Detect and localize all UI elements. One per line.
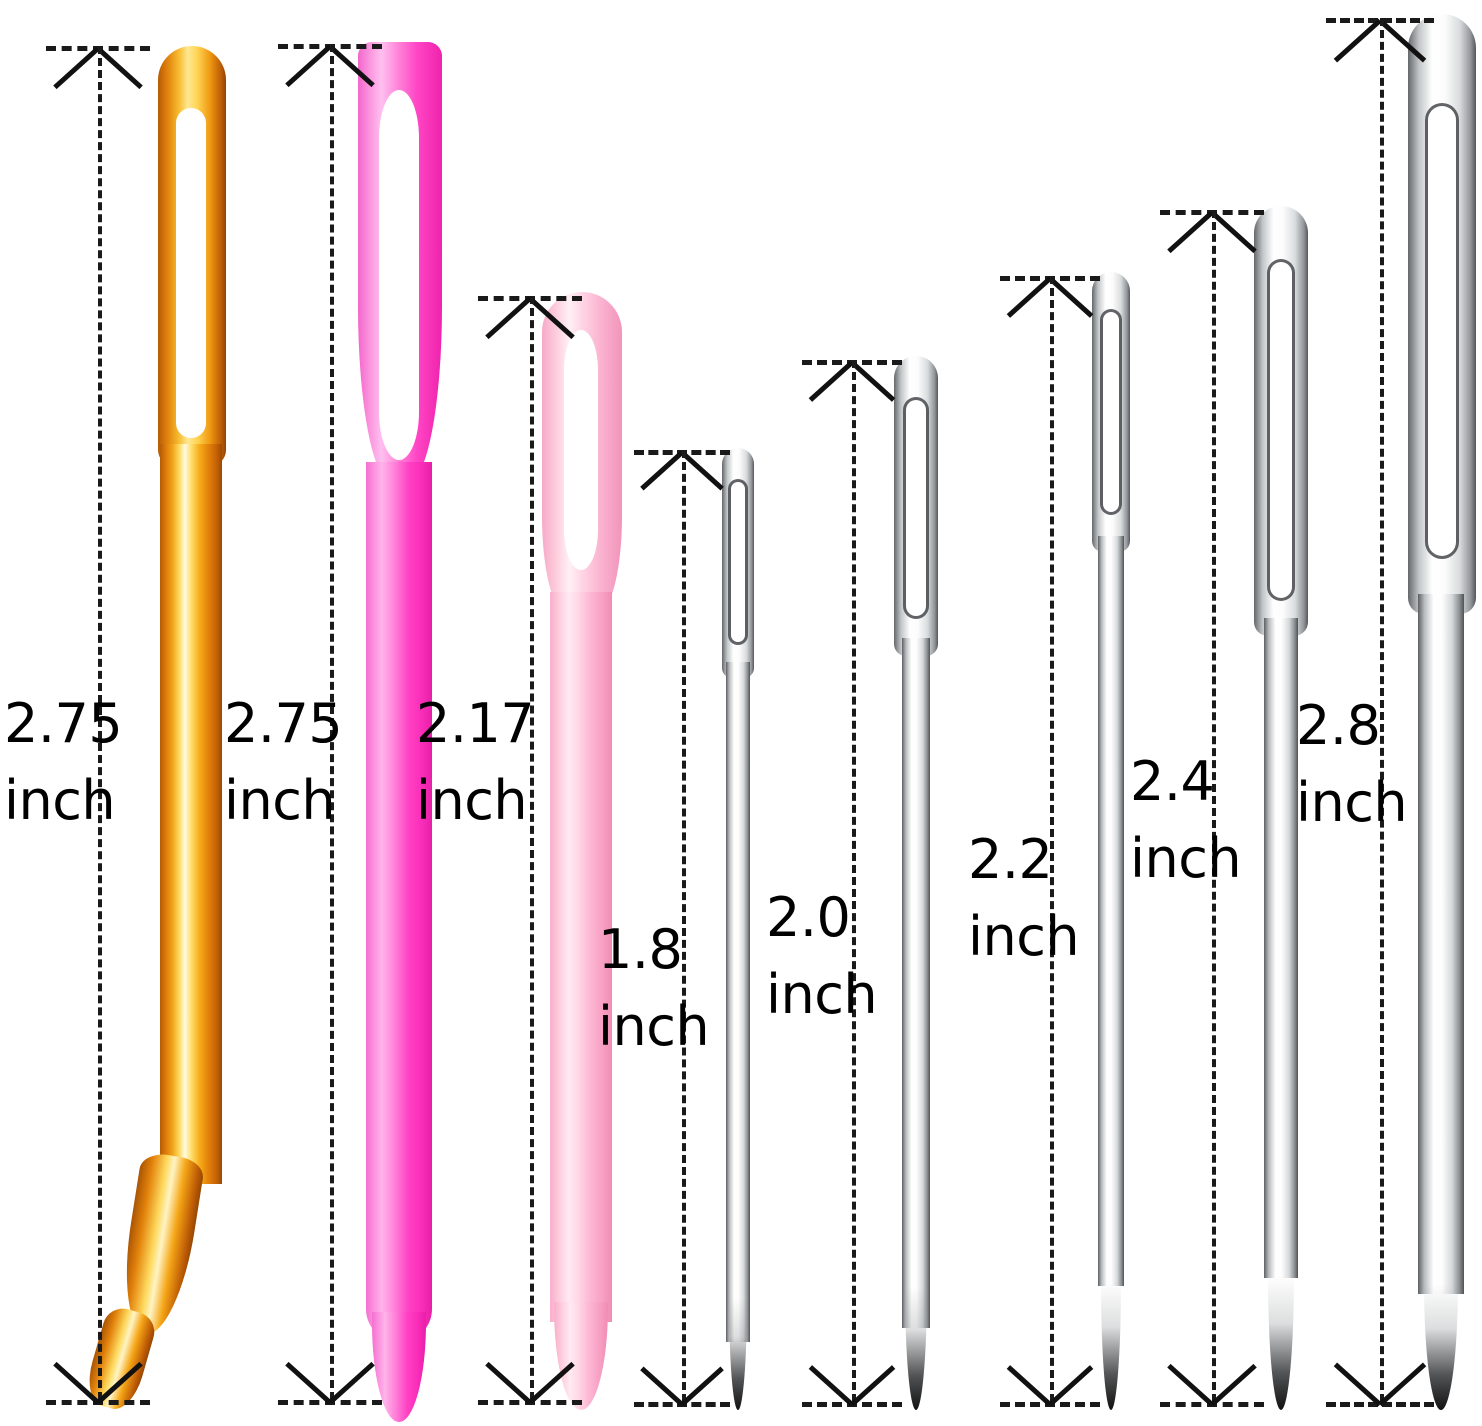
dimension-unit: inch <box>968 904 1080 968</box>
needle-shaft <box>1098 536 1124 1286</box>
dimension-value: 2.0 <box>766 886 851 949</box>
arrowhead-down-left <box>1167 1363 1214 1407</box>
dimension-label-7: 2.4 inch <box>1130 744 1242 897</box>
dimension-value: 2.75 <box>224 692 343 755</box>
needle-point <box>554 1302 608 1410</box>
dimension-guide-line <box>682 450 686 1402</box>
needle-eye <box>379 90 419 460</box>
dimension-value: 2.17 <box>416 692 535 755</box>
dimension-label-6: 2.2 inch <box>968 822 1080 975</box>
arrowhead-up-left <box>1006 276 1052 318</box>
needle-eye <box>176 108 206 438</box>
steel-needle-3 <box>1086 272 1136 1410</box>
dimension-guide-line <box>1380 18 1384 1402</box>
dimension-bottom-bar <box>1160 1402 1264 1407</box>
needle-point <box>1101 1282 1121 1410</box>
arrowhead-up-left <box>640 450 684 491</box>
dimension-label-3: 2.17 inch <box>416 686 535 839</box>
needle-point <box>1424 1284 1458 1410</box>
dimension-bottom-bar <box>478 1400 582 1405</box>
steel-needle-2 <box>888 356 944 1410</box>
arrowhead-down-left <box>1333 1362 1382 1407</box>
needle-shaft <box>550 592 612 1322</box>
dimension-guide-line <box>330 44 334 1400</box>
dimension-unit: inch <box>1130 826 1242 890</box>
dimension-value: 2.8 <box>1296 694 1381 757</box>
dimension-unit: inch <box>4 768 116 832</box>
arrowhead-up-left <box>1333 18 1382 63</box>
arrowhead-up-left <box>1167 210 1214 254</box>
needle-point <box>1268 1276 1294 1410</box>
steel-needle-1 <box>716 448 760 1410</box>
dimension-unit: inch <box>766 962 878 1026</box>
arrowhead-up-left <box>485 296 532 340</box>
steel-needle-5 <box>1404 14 1482 1410</box>
dimension-guide-line <box>98 46 102 1400</box>
needle-shaft <box>366 462 432 1342</box>
dimension-unit: inch <box>1296 770 1408 834</box>
dimension-unit: inch <box>416 768 528 832</box>
needle-eye <box>1428 106 1456 556</box>
dimension-value: 2.75 <box>4 692 123 755</box>
hot-pink-plastic-needle <box>352 42 448 1422</box>
dimension-bottom-bar <box>1326 1402 1434 1407</box>
dimension-value: 2.4 <box>1130 750 1215 813</box>
dimension-unit: inch <box>598 994 710 1058</box>
dimension-bottom-bar <box>1000 1402 1100 1407</box>
steel-needle-4 <box>1248 206 1314 1410</box>
needle-shaft <box>1418 594 1464 1294</box>
gold-bent-tapestry-needle <box>81 46 236 1415</box>
dimension-label-4: 1.8 inch <box>598 912 710 1065</box>
dimension-label-1: 2.75 inch <box>4 686 123 839</box>
dimension-bottom-bar <box>802 1402 902 1407</box>
arrowhead-up-right <box>96 46 143 90</box>
arrowhead-down-left <box>485 1361 532 1405</box>
needle-shaft <box>726 662 750 1342</box>
dimension-value: 2.2 <box>968 828 1053 891</box>
arrowhead-up-left <box>808 360 854 402</box>
needle-point <box>729 1298 747 1410</box>
needle-shaft <box>160 444 222 1184</box>
needle-eye <box>1103 312 1119 512</box>
dimension-value: 1.8 <box>598 918 683 981</box>
dimension-bottom-bar <box>634 1402 730 1407</box>
arrowhead-up-left <box>285 44 332 88</box>
needle-point <box>905 1286 927 1410</box>
arrowhead-up-left <box>53 46 100 90</box>
arrowhead-down-left <box>285 1361 332 1405</box>
light-pink-plastic-needle <box>536 292 628 1410</box>
dimension-bottom-bar <box>46 1400 150 1405</box>
dimension-unit: inch <box>224 768 336 832</box>
needle-shaft <box>1264 618 1298 1278</box>
dimension-label-5: 2.0 inch <box>766 880 878 1033</box>
needle-eye <box>564 330 598 570</box>
arrowhead-down-left <box>640 1366 684 1407</box>
needle-eye <box>731 482 745 642</box>
dimension-guide-line <box>1212 210 1216 1402</box>
needle-point <box>372 1312 426 1422</box>
needle-shaft <box>902 638 930 1328</box>
arrowhead-down-left <box>1006 1365 1052 1407</box>
dimension-guide-line <box>530 296 534 1400</box>
arrowhead-down-left <box>808 1365 854 1407</box>
needle-eye <box>906 400 926 616</box>
needle-eye <box>1270 262 1292 598</box>
dimension-guide-line <box>852 360 856 1402</box>
dimension-guide-line <box>1050 276 1054 1402</box>
dimension-label-2: 2.75 inch <box>224 686 343 839</box>
dimension-bottom-bar <box>278 1400 382 1405</box>
dimension-label-8: 2.8 inch <box>1296 688 1408 841</box>
